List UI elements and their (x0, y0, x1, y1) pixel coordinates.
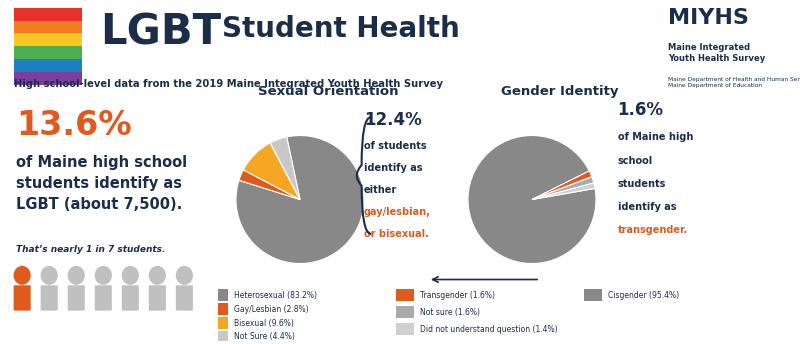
Text: Sexual Orientation: Sexual Orientation (258, 85, 398, 98)
Bar (218, 290, 228, 301)
Bar (396, 306, 414, 319)
Text: of Maine high: of Maine high (618, 132, 693, 142)
Bar (218, 317, 228, 329)
Bar (396, 289, 414, 301)
Text: High school-level data from the 2019 Maine Integrated Youth Health Survey: High school-level data from the 2019 Mai… (14, 79, 443, 89)
Wedge shape (532, 177, 594, 200)
Wedge shape (532, 171, 592, 200)
Text: Maine Integrated
Youth Health Survey: Maine Integrated Youth Health Survey (668, 43, 766, 63)
Circle shape (150, 267, 166, 284)
Text: students: students (618, 179, 666, 189)
Text: 12.4%: 12.4% (364, 111, 422, 129)
Text: identify as: identify as (364, 163, 422, 173)
FancyBboxPatch shape (41, 285, 58, 311)
FancyBboxPatch shape (149, 285, 166, 311)
Bar (218, 331, 228, 343)
Text: Transgender (1.6%): Transgender (1.6%) (420, 291, 495, 300)
Text: of students: of students (364, 141, 426, 151)
Bar (584, 289, 602, 301)
Text: Maine Department of Health and Human Services
Maine Department of Education: Maine Department of Health and Human Ser… (668, 77, 800, 88)
Text: Cisgender (95.4%): Cisgender (95.4%) (608, 291, 679, 300)
Bar (14, 46, 82, 59)
Text: either: either (364, 185, 398, 195)
Text: transgender.: transgender. (618, 225, 688, 235)
Text: 13.6%: 13.6% (16, 109, 132, 142)
Text: Heterosexual (83.2%): Heterosexual (83.2%) (234, 291, 317, 300)
FancyBboxPatch shape (176, 285, 193, 311)
Text: Gay/Lesbian (2.8%): Gay/Lesbian (2.8%) (234, 304, 308, 314)
FancyBboxPatch shape (68, 285, 85, 311)
Text: Gender Identity: Gender Identity (502, 85, 618, 98)
Bar (14, 8, 82, 21)
Text: 1.6%: 1.6% (618, 101, 664, 119)
Text: of Maine high school
students identify as
LGBT (about 7,500).: of Maine high school students identify a… (16, 155, 187, 212)
Circle shape (95, 267, 111, 284)
Bar (14, 33, 82, 46)
Circle shape (68, 267, 84, 284)
Text: identify as: identify as (618, 202, 676, 212)
Text: Not sure (1.6%): Not sure (1.6%) (420, 308, 480, 317)
Wedge shape (468, 136, 596, 264)
Text: Not Sure (4.4%): Not Sure (4.4%) (234, 332, 294, 342)
Bar (218, 303, 228, 315)
Text: or bisexual.: or bisexual. (364, 229, 429, 239)
Wedge shape (270, 137, 300, 200)
Bar (14, 59, 82, 72)
Text: Bisexual (9.6%): Bisexual (9.6%) (234, 319, 294, 327)
Wedge shape (239, 170, 300, 200)
Text: LGBT: LGBT (100, 12, 221, 54)
FancyBboxPatch shape (14, 285, 30, 311)
FancyBboxPatch shape (94, 285, 112, 311)
Wedge shape (243, 143, 300, 200)
Text: MIYHS: MIYHS (668, 8, 749, 28)
FancyBboxPatch shape (122, 285, 139, 311)
Circle shape (42, 267, 57, 284)
Circle shape (14, 267, 30, 284)
Circle shape (177, 267, 192, 284)
Text: Student Health: Student Health (222, 15, 460, 43)
Wedge shape (532, 183, 595, 200)
Bar (14, 21, 82, 33)
Text: gay/lesbian,: gay/lesbian, (364, 207, 431, 217)
Text: Did not understand question (1.4%): Did not understand question (1.4%) (420, 325, 558, 334)
Bar (396, 323, 414, 335)
Text: school: school (618, 156, 653, 166)
Wedge shape (236, 136, 364, 264)
Text: That’s nearly 1 in 7 students.: That’s nearly 1 in 7 students. (16, 245, 166, 254)
Circle shape (122, 267, 138, 284)
Bar (14, 72, 82, 85)
